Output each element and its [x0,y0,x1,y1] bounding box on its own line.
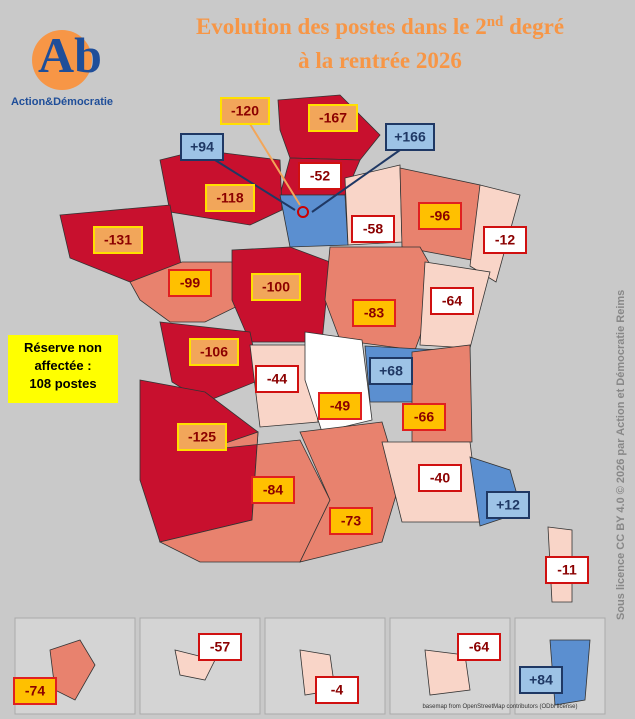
arrow [311,149,401,213]
label-value: -118 [216,190,243,206]
label-value: -83 [364,305,384,321]
label-value: -58 [363,221,383,237]
label-value: -73 [341,513,361,529]
label-box [351,215,395,243]
labels: -120 -167 +94 +166 -52 -118 -96 -58 -12 -131 -99 -1… [13,97,589,705]
label-box [430,287,474,315]
title-line2: à la rentrée 2026 [298,48,462,73]
label-box [308,104,358,132]
label-box [93,226,143,254]
label-value: -49 [330,398,350,414]
label-box [168,269,212,297]
reserve-box [8,335,118,403]
label-value: -74 [25,683,45,699]
title: Evolution des postes dans le 2nd degré [196,14,564,39]
label-value: -100 [262,279,290,295]
label-box [352,299,396,327]
label-value: +68 [379,363,403,379]
label-value: -4 [331,682,344,698]
label-box [180,133,224,161]
label-value: -131 [104,232,132,248]
label-box [329,507,373,535]
label-value: -167 [319,110,347,126]
label-box [519,666,563,694]
label-box [205,184,255,212]
label-value: -125 [188,429,216,445]
label-box [198,633,242,661]
label-box [402,403,446,431]
label-value: -84 [263,482,283,498]
reserve-line: 108 postes [29,376,96,391]
label-box [545,556,589,584]
label-value: +166 [394,129,426,145]
label-box [298,162,342,190]
logo-letters: Ab [38,27,102,83]
label-box [457,633,501,661]
label-box [251,476,295,504]
label-value: -44 [267,371,287,387]
label-value: +94 [190,139,214,155]
label-value: +84 [529,672,553,688]
label-value: -99 [180,275,200,291]
label-value: -12 [495,232,515,248]
label-box [369,357,413,385]
island [424,649,471,696]
reserve-line: Réserve non [24,340,102,355]
label-box [385,123,435,151]
region [158,431,331,563]
label-box [251,273,301,301]
label-box [315,676,359,704]
label-value: -64 [469,639,489,655]
label-value: -11 [557,562,577,578]
logo-circle [32,30,92,90]
label-box [418,464,462,492]
label-value: -66 [414,409,434,425]
label-box [483,226,527,254]
label-value: -106 [200,344,228,360]
region [279,194,349,248]
paris-marker [297,206,309,218]
arrow [249,123,301,206]
label-value: -96 [430,208,450,224]
title-sup: nd [487,14,504,30]
label-value: +12 [496,497,520,513]
label-box [318,392,362,420]
label-value: -64 [442,293,462,309]
label-box [220,97,270,125]
label-box [189,338,239,366]
title-part: degré [503,14,564,39]
label-value: -57 [210,639,230,655]
label-value: -120 [231,103,259,119]
label-value: -52 [310,168,330,184]
basemap-credit: basemap from OpenStreetMap contributors … [422,704,577,710]
label-value: -40 [430,470,450,486]
region [299,421,401,563]
label-box [255,365,299,393]
reserve-line: affectée : [34,358,91,373]
label-box [177,423,227,451]
label-box [418,202,462,230]
label-box [13,677,57,705]
title-part: Evolution des postes dans le 2 [196,14,487,39]
credit: Sous licence CC BY 4.0 © 2026 par Action… [615,290,627,620]
logo-name: Action&Démocratie [11,96,113,108]
label-box [486,491,530,519]
